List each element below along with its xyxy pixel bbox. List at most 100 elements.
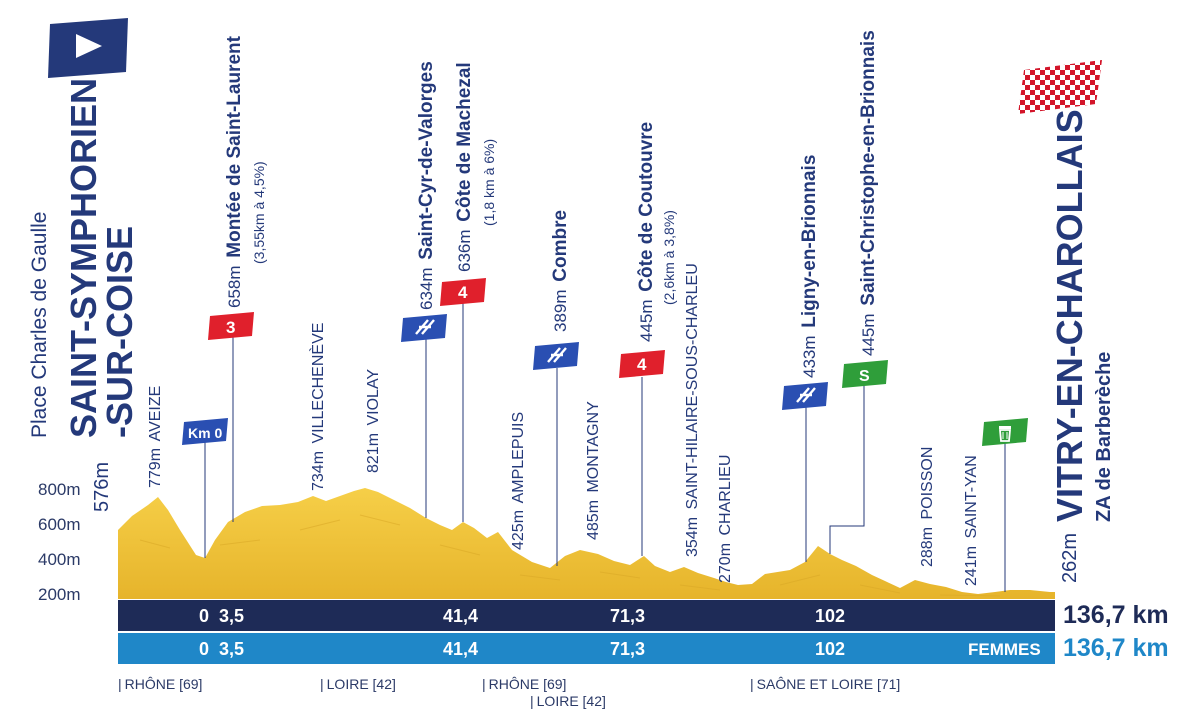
badge-label: 4 <box>458 283 468 302</box>
start-name-line1: SAINT-SYMPHORIEN <box>63 78 104 438</box>
point-altitude: 779m <box>147 448 164 488</box>
intermediate-badge-combre <box>533 342 579 370</box>
point-amplepuis: 425m AMPLEPUIS <box>510 412 527 550</box>
badge-label: 4 <box>637 355 647 374</box>
point-altitude: 241m <box>963 546 980 586</box>
climb-badge-coutouvre: 4 <box>619 350 665 378</box>
finish-flag <box>1018 60 1102 114</box>
point-ligny: 433m Ligny-en-Brionnais <box>799 155 820 378</box>
point-name: AVEIZE <box>147 386 164 442</box>
point-altitude: 485m <box>585 500 602 540</box>
svg-text:658m Montée de Saint-Lau: 658m Montée de Saint-Laurent <box>224 35 245 308</box>
svg-text:354m SAINT-HILAIRE-SOUS-: 354m SAINT-HILAIRE-SOUS-CHARLEU <box>684 263 701 557</box>
svg-text:433m Ligny-en-Brionnais: 433m Ligny-en-Brionnais <box>799 155 820 378</box>
climb-badge-saint-laurent: 3 <box>208 312 254 340</box>
distance-mark: 0 <box>199 606 209 626</box>
distance-total: 136,7 km <box>1063 601 1169 629</box>
region-label: RHÔNE [69] <box>482 676 567 692</box>
point-montagny: 485m MONTAGNY <box>585 401 602 540</box>
sprint-marks-icon <box>415 319 435 335</box>
point-altitude: 389m <box>551 289 570 332</box>
point-altitude: 445m <box>637 299 656 342</box>
play-icon <box>76 34 102 58</box>
point-saint-laurent: 658m Montée de Saint-Laurent (3,55km à 4… <box>224 35 267 308</box>
svg-text:241m SAINT-YAN: 241m SAINT-YAN <box>963 455 980 586</box>
intermediate-badge-saint-cyr <box>401 314 447 342</box>
point-name: Saint-Cyr-de-Valorges <box>416 61 437 260</box>
sprint-marks-icon <box>547 347 567 363</box>
distance-total: 136,7 km <box>1063 634 1169 662</box>
badge-label: S <box>859 368 870 385</box>
km0-label: Km 0 <box>188 425 222 441</box>
svg-text:389m Combre: 389m Combre <box>550 210 571 332</box>
point-name: Montée de Saint-Laurent <box>224 35 245 257</box>
svg-text:445m Saint-Christophe-en: 445m Saint-Christophe-en-Brionnais <box>858 30 879 356</box>
region-label: LOIRE [42] <box>320 676 396 692</box>
point-name: Côte de Machezal <box>454 62 475 221</box>
point-altitude: 288m <box>919 527 936 567</box>
point-altitude: 445m <box>859 313 878 356</box>
point-name: Ligny-en-Brionnais <box>799 155 820 328</box>
connector-line <box>829 385 865 554</box>
svg-text:425m AMPLEPUIS: 425m AMPLEPUIS <box>510 412 527 550</box>
point-name: CHARLIEU <box>717 455 734 536</box>
point-poisson: 288m POISSON <box>919 447 936 567</box>
svg-text:779m AVEIZE: 779m AVEIZE <box>147 386 164 488</box>
point-name: Combre <box>550 210 571 282</box>
point-name: MONTAGNY <box>585 401 602 493</box>
point-aveize: 779m AVEIZE <box>147 386 164 488</box>
elevation-axis: 800m 600m 400m 200m <box>38 480 81 604</box>
distance-mark: 71,3 <box>610 639 645 659</box>
finish-place: ZA de Barberèche <box>1093 352 1115 522</box>
point-machezal: 636m Côte de Machezal (1,8 km à 6%) <box>454 62 497 272</box>
point-name: SAINT-YAN <box>963 455 980 538</box>
start-place: Place Charles de Gaulle <box>28 212 51 438</box>
point-altitude: 634m <box>417 267 436 310</box>
point-villechenve: 734m VILLECHENÈVE <box>308 323 327 491</box>
point-name: VILLECHENÈVE <box>308 323 327 444</box>
distance-mark: 102 <box>815 639 845 659</box>
svg-text:636m Côte de Machezal: 636m Côte de Machezal <box>454 62 475 272</box>
elevation-tick: 800m <box>38 480 81 499</box>
point-name: AMPLEPUIS <box>510 412 527 504</box>
finish-name: VITRY-EN-CHAROLLAIS <box>1049 109 1090 522</box>
point-altitude: 270m <box>717 543 734 583</box>
svg-text:270m CHARLIEU: 270m CHARLIEU <box>717 455 734 583</box>
distance-mark: 3,5 <box>219 606 244 626</box>
bin-icon <box>999 426 1011 442</box>
svg-text:821m VIOLAY: 821m VIOLAY <box>365 369 382 473</box>
svg-text:288m POISSON: 288m POISSON <box>919 447 936 567</box>
point-detail: (2,6km à 3,8%) <box>661 210 677 305</box>
start-flag <box>48 18 128 78</box>
sprint-marks-icon <box>796 387 816 403</box>
svg-text:485m MONTAGNY: 485m MONTAGNY <box>585 401 602 540</box>
start-altitude: 576m <box>91 462 113 512</box>
point-name: POISSON <box>919 447 936 520</box>
point-detail: (3,55km à 4,5%) <box>251 161 267 264</box>
sprint-badge-saint-christophe: S <box>842 360 888 388</box>
finish-altitude: 262m <box>1059 533 1081 583</box>
point-altitude: 425m <box>510 510 527 550</box>
distance-bar-men: 0 3,5 41,4 71,3 102 136,7 km <box>118 600 1169 631</box>
elevation-profile <box>118 488 1055 599</box>
distance-bar-women: 0 3,5 41,4 71,3 102 FEMMES 136,7 km <box>118 633 1169 664</box>
distance-mark: 3,5 <box>219 639 244 659</box>
point-altitude: 636m <box>455 229 474 272</box>
region-label: RHÔNE [69] <box>118 676 203 692</box>
point-violay: 821m VIOLAY <box>365 369 382 473</box>
point-altitude: 821m <box>365 433 382 473</box>
distance-mark: 41,4 <box>443 606 478 626</box>
point-saint-yan: 241m SAINT-YAN <box>963 455 980 586</box>
region-label: LOIRE [42] <box>530 693 606 709</box>
km0-badge: Km 0 <box>182 418 228 445</box>
point-altitude: 734m <box>310 451 327 491</box>
svg-text:734m VILLECHENÈVE: 734m VILLECHENÈVE <box>308 323 327 491</box>
svg-text:445m Côte de Coutouvre: 445m Côte de Coutouvre <box>636 122 657 342</box>
point-name: SAINT-HILAIRE-SOUS-CHARLEU <box>684 263 701 509</box>
point-saint-cyr: 634m Saint-Cyr-de-Valorges <box>416 61 437 310</box>
point-coutouvre: 445m Côte de Coutouvre (2,6km à 3,8%) <box>636 122 677 342</box>
distance-mark: 102 <box>815 606 845 626</box>
profile-texture <box>139 514 1001 597</box>
start-name-line2: -SUR-COISE <box>99 226 140 438</box>
